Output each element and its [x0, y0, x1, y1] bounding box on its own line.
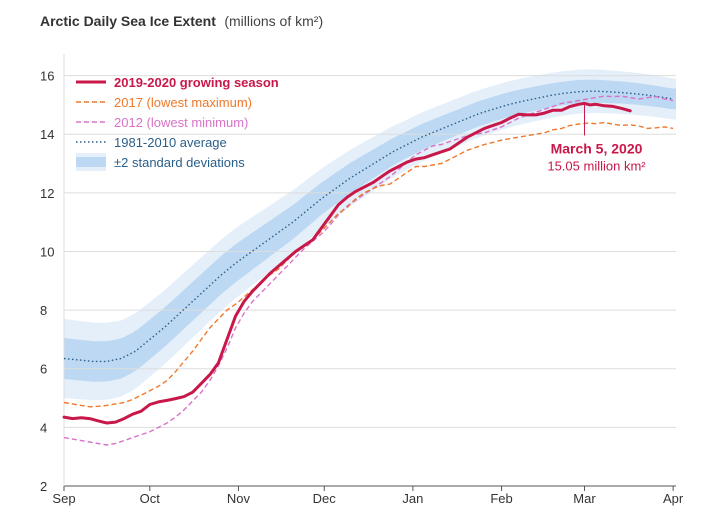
x-tick-label: Sep [52, 491, 75, 506]
legend-label: 2017 (lowest maximum) [114, 95, 252, 110]
series-lines [62, 90, 674, 446]
series-line-2017-lowest-maximum [63, 121, 674, 408]
x-tick-label: Jan [402, 491, 423, 506]
series-line-2019-2020-growing-season [62, 101, 632, 425]
chart-title-unit: (millions of km²) [224, 13, 323, 29]
legend-label: ±2 standard deviations [114, 155, 245, 170]
x-tick-label: Dec [313, 491, 337, 506]
grid-lines: 2 4 6 8 10 12 14 16 [40, 69, 676, 494]
y-tick-label: 2 [40, 479, 47, 494]
legend-label: 2012 (lowest minimum) [114, 115, 248, 130]
std-band [64, 69, 676, 401]
x-tick-label: Mar [573, 491, 596, 506]
x-tick-label: Nov [227, 491, 251, 506]
y-tick-label: 12 [40, 186, 54, 201]
y-tick-label: 16 [40, 69, 54, 84]
legend: 2019-2020 growing season 2017 (lowest max… [76, 75, 279, 171]
std-band-inner [64, 79, 676, 382]
y-tick-label: 10 [40, 244, 54, 259]
chart-title: Arctic Daily Sea Ice Extent (millions of… [40, 13, 323, 30]
y-tick-label: 14 [40, 127, 54, 142]
legend-label: 2019-2020 growing season [114, 75, 279, 90]
annotation: March 5, 2020 15.05 million km² [547, 103, 646, 173]
x-tick-label: Feb [490, 491, 512, 506]
legend-swatch-band-inner [76, 157, 106, 167]
chart-title-main: Arctic Daily Sea Ice Extent [40, 13, 216, 29]
y-tick-label: 4 [40, 420, 47, 435]
annotation-subtitle: 15.05 million km² [547, 158, 646, 173]
y-tick-label: 6 [40, 362, 47, 377]
x-tick-label: Oct [140, 491, 161, 506]
y-tick-label: 8 [40, 303, 47, 318]
legend-label: 1981-2010 average [114, 135, 227, 150]
annotation-title: March 5, 2020 [551, 140, 643, 156]
axes: Sep Oct Nov Dec Jan Feb Mar Apr [52, 54, 684, 506]
x-tick-label: Apr [663, 491, 684, 506]
